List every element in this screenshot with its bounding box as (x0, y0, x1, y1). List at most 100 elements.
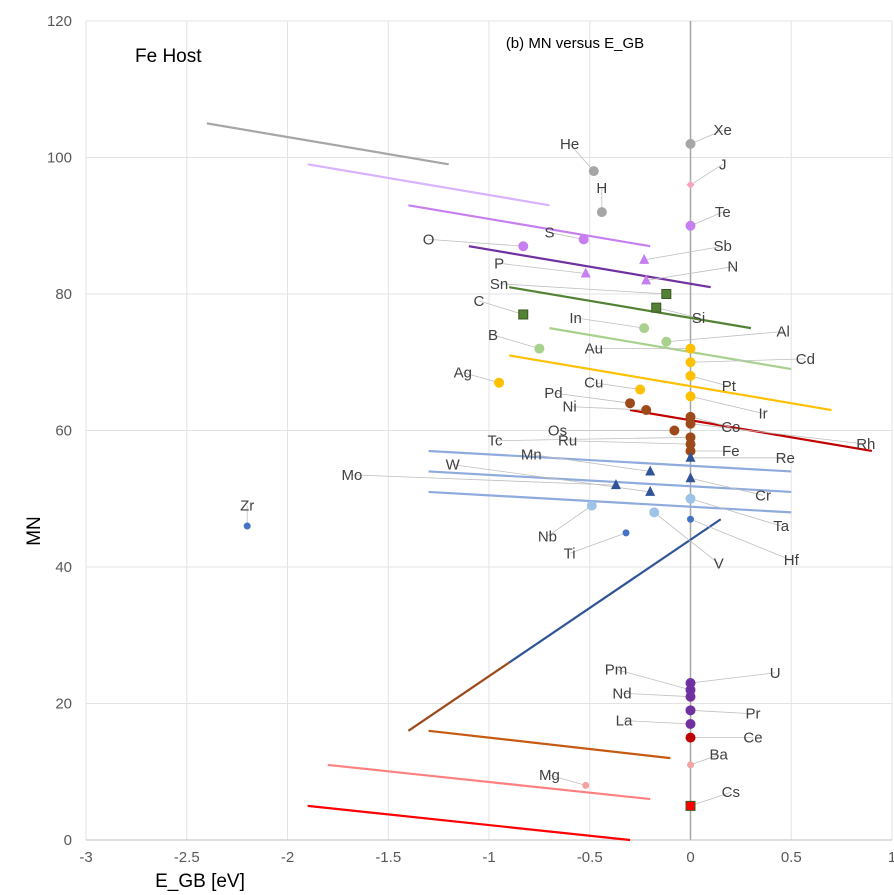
leader-line (547, 505, 592, 537)
point-label: Cr (755, 487, 771, 504)
point-label: Cd (796, 351, 815, 368)
leader-line (567, 440, 691, 445)
trend-line (206, 122, 449, 166)
data-point (534, 343, 545, 354)
point-label: U (770, 665, 781, 682)
host-annotation: Fe Host (135, 46, 202, 67)
data-point (669, 425, 680, 436)
data-point (685, 800, 696, 811)
leader-line (690, 518, 792, 561)
leader-line (621, 692, 691, 698)
data-point (622, 529, 630, 537)
data-point (685, 445, 696, 456)
leader-line (478, 300, 524, 315)
data-point (639, 323, 650, 334)
leader-line (569, 406, 647, 411)
data-point (586, 500, 597, 511)
point-label: Nb (538, 528, 557, 545)
trend-line (307, 804, 631, 842)
leader-line (690, 416, 731, 428)
point-label: Ir (758, 405, 767, 422)
point-label: Ba (710, 747, 729, 764)
x-tick-label: -3 (79, 849, 92, 866)
data-point (685, 732, 696, 743)
leader-line (428, 239, 524, 247)
x-tick-label: 0.5 (781, 849, 802, 866)
leader-line (653, 512, 719, 564)
x-tick-label: -2.5 (174, 849, 200, 866)
leader-line (644, 245, 723, 261)
x-tick-label: 1 (888, 849, 894, 866)
trend-line (407, 661, 510, 732)
point-label: Ti (564, 545, 576, 562)
data-point (494, 377, 505, 388)
point-label: P (494, 255, 504, 272)
point-label: Fe (722, 443, 740, 460)
point-label: Mn (521, 446, 542, 463)
leader-line (690, 163, 723, 186)
chart-title: (b) MN versus E_GB (506, 35, 644, 52)
trend-line (408, 204, 651, 248)
point-label: Ce (743, 730, 762, 747)
leader-line (690, 754, 719, 766)
point-label: Ni (563, 399, 577, 416)
point-label: Tc (488, 433, 504, 450)
trend-line (428, 490, 792, 514)
point-label: Hf (784, 552, 800, 569)
data-point (649, 507, 660, 518)
point-label: Pd (544, 385, 562, 402)
leader-line (646, 266, 733, 281)
trend-line (508, 286, 752, 330)
leader-line (690, 498, 782, 527)
point-label: He (560, 136, 579, 153)
point-labels: Xe He J H Te O S Sb P N Sn C Si In Al B Au Cd Ag Cu Pt Pd Ir Ni… (240, 122, 875, 801)
point-label: Co (721, 419, 740, 436)
point-label: V (714, 556, 724, 573)
leader-line (499, 283, 667, 295)
y-tick-label: 20 (55, 696, 72, 713)
point-label: Ru (558, 433, 577, 450)
leader-line (593, 382, 641, 390)
data-point (687, 515, 694, 523)
x-tick-label: -0.5 (577, 849, 603, 866)
trend-line (307, 163, 550, 207)
point-label: Os (548, 423, 567, 440)
leader-line (495, 436, 691, 442)
point-label: Re (776, 450, 795, 467)
point-label: Sn (490, 276, 508, 293)
y-tick-label: 120 (47, 13, 72, 30)
leader-lines (246, 129, 866, 807)
point-label: S (544, 225, 554, 242)
leader-line (690, 211, 723, 227)
y-tick-label: 40 (55, 559, 72, 576)
y-tick-label: 0 (64, 832, 72, 849)
point-label: W (446, 457, 461, 474)
leader-line (690, 129, 723, 145)
leader-line (690, 477, 764, 496)
leader-line (549, 774, 586, 786)
leader-line (690, 672, 776, 684)
point-label: Zr (240, 498, 254, 515)
data-point (645, 485, 656, 496)
point-label: Ta (773, 518, 790, 535)
trend-line (508, 518, 722, 664)
point-label: Rh (856, 436, 875, 453)
y-axis-title: MN (24, 516, 45, 546)
point-label: O (423, 231, 435, 248)
data-point (687, 761, 694, 769)
data-point (639, 253, 650, 264)
x-tick-label: -1 (482, 849, 495, 866)
leader-line (623, 720, 691, 725)
data-point (685, 718, 696, 729)
data-point (685, 343, 696, 354)
data-point (685, 472, 696, 483)
point-label: Mo (342, 467, 363, 484)
data-point (685, 357, 696, 368)
leader-line (666, 331, 784, 343)
grid-lines (85, 20, 893, 841)
data-point (518, 241, 529, 252)
leader-line (690, 709, 753, 715)
data-point (582, 781, 590, 789)
data-point (685, 493, 696, 504)
